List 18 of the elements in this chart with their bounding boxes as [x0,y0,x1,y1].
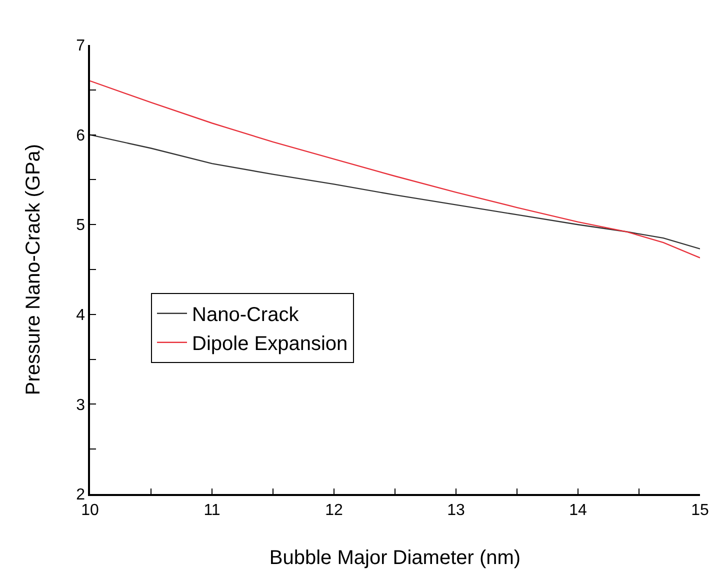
x-tick-label: 10 [81,502,99,519]
x-tick-label: 13 [447,502,465,519]
y-tick-label: 2 [76,486,86,504]
x-tick-label: 14 [569,502,587,519]
x-tick-label: 15 [691,502,709,519]
y-tick-label: 7 [76,38,86,55]
y-tick-label: 4 [76,307,86,324]
line-series [90,80,700,258]
legend-label: Dipole Expansion [192,333,348,356]
x-tick-label: 11 [204,502,220,519]
y-tick-label: 5 [76,217,86,234]
x-axis-title: Bubble Major Diameter (nm) [269,547,521,569]
line-series [90,134,700,250]
y-tick-label: 6 [76,127,86,144]
y-axis-title: Pressure Nano-Crack (GPa) [22,144,44,396]
legend-label: Nano-Crack [192,304,300,326]
y-tick-label: 3 [76,396,86,414]
x-tick-label: 12 [325,502,343,519]
